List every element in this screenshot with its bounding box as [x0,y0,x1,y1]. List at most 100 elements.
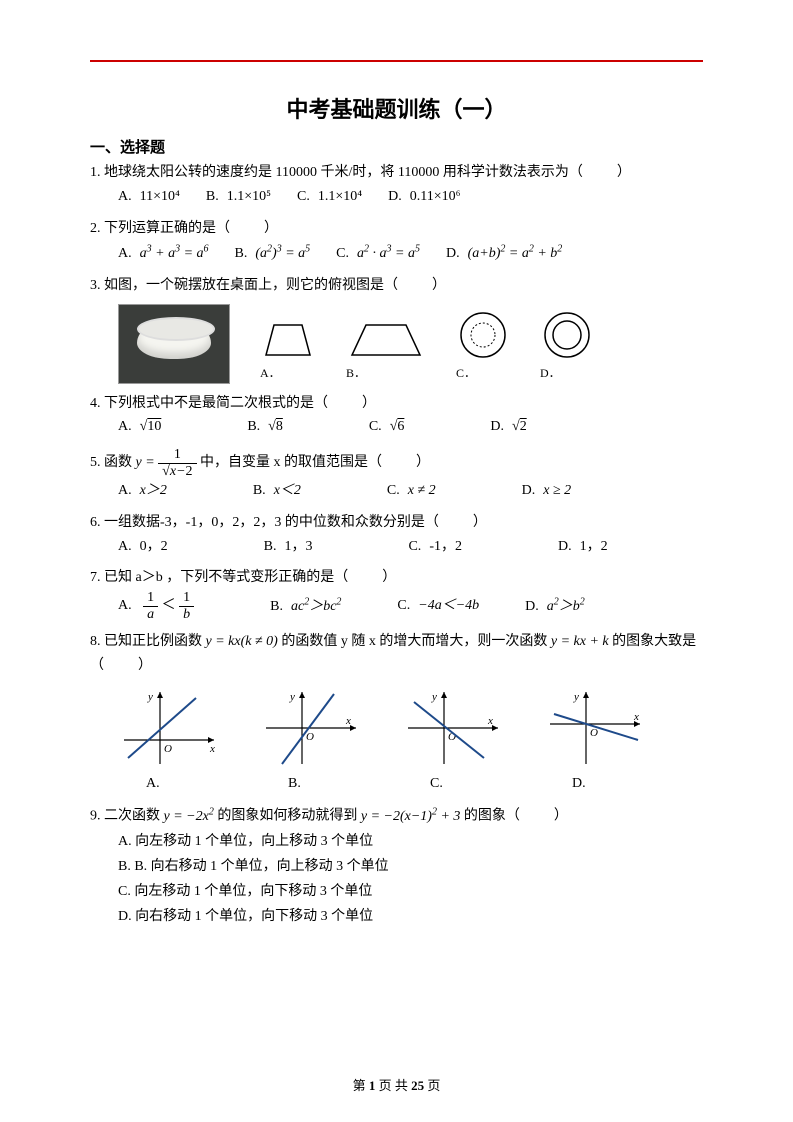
q3-opt-d: D． [540,311,594,383]
q3-b-label: B． [346,366,366,380]
page-title: 中考基础题训练（一） [90,92,703,124]
bowl-photo [118,304,230,384]
q8-post: 的图象大致是 [612,634,696,649]
q5-opt-d: D.x ≥ 2 [522,479,572,503]
question-2: 2. 下列运算正确的是（ ） A.a3 + a3 = a6 B.(a2)3 = … [90,217,703,266]
q5-opt-c: C.x ≠ 2 [387,479,436,503]
q3-blank: （ ） [384,278,448,293]
q2-text: 2. 下列运算正确的是 [90,221,216,236]
question-1: 1. 地球绕太阳公转的速度约是 110000 千米/时，将 110000 用科学… [90,161,703,209]
q5-a-val: x＞2 [140,483,167,498]
question-3: 3. 如图，一个碗摆放在桌面上，则它的俯视图是（ ） A． B． C． D． [90,274,703,384]
q8-d-label: D. [544,772,644,796]
q9-opt-a: A. 向左移动 1 个单位，向上移动 3 个单位 [118,829,703,854]
red-divider [90,60,703,62]
q8-blank: （ ） [90,658,154,673]
q1-text: 1. 地球绕太阳公转的速度约是 110000 千米/时，将 110000 用科学… [90,165,569,180]
question-7: 7. 已知 a＞b ，下列不等式变形正确的是（ ） A. 1a ＜ 1b B.a… [90,566,703,622]
question-5: 5. 函数 y = 1√x−2 中，自变量 x 的取值范围是（ ） A.x＞2 … [90,447,703,503]
q6-a-val: 0，2 [140,539,168,554]
q6-d-val: 1，2 [580,539,608,554]
q6-opt-b: B.1，3 [264,535,313,559]
q4-opt-b: B.√8 [247,415,283,439]
q9-opt-b: B. B. 向右移动 1 个单位，向上移动 3 个单位 [118,854,703,879]
svg-text:y: y [147,691,153,703]
q6-blank: （ ） [425,515,489,530]
q3-a-label: A． [260,366,281,380]
q5-opt-a: A.x＞2 [118,479,167,503]
q5-opt-b: B.x＜2 [253,479,301,503]
q1-opt-d: D.0.11×10⁶ [388,185,460,209]
q3-opt-a: A． [260,319,316,383]
q1-c-val: 1.1×10⁴ [318,189,362,204]
q3-text: 3. 如图，一个碗摆放在桌面上，则它的俯视图是 [90,278,384,293]
q8-graph-b: x y O B. [260,688,360,796]
q5-pre: 5. 函数 [90,455,136,470]
q6-opt-d: D.1，2 [558,535,608,559]
svg-text:O: O [164,743,172,755]
q2-opt-c: C.a2 · a3 = a5 [336,240,420,265]
q6-b-val: 1，3 [284,539,312,554]
q4-opt-c: C.√6 [369,415,405,439]
q1-blank: （ ） [569,165,633,180]
q1-b-val: 1.1×10⁵ [227,189,271,204]
q9-post: 的图象 [464,809,506,824]
q7-text: 7. 已知 a＞b ，下列不等式变形正确的是 [90,570,334,585]
question-6: 6. 一组数据-3，-1，0，2，2，3 的中位数和众数分别是（ ） A.0，2… [90,511,703,559]
q6-c-val: -1，2 [429,539,462,554]
page-footer: 第 1 页 共 25 页 [0,1075,793,1094]
q3-opt-b: B． [346,319,426,383]
footer-a: 第 [353,1078,369,1093]
q8-c-label: C. [402,772,502,796]
q2-opt-b: B.(a2)3 = a5 [235,240,311,265]
q3-d-label: D． [540,366,561,380]
q3-c-label: C． [456,366,476,380]
footer-c: 页 [424,1078,440,1093]
question-8: 8. 已知正比例函数 y = kx(k ≠ 0) 的函数值 y 随 x 的增大而… [90,630,703,795]
q1-a-val: 11×10⁴ [140,189,180,204]
svg-text:x: x [633,711,639,723]
q7-opt-c: C.−4a＜−4b [397,594,479,618]
svg-text:y: y [573,691,579,703]
q1-opt-a: A.11×10⁴ [118,185,180,209]
q5-d-val: x ≥ 2 [543,483,571,498]
q6-opt-a: A.0，2 [118,535,168,559]
footer-total: 25 [411,1078,424,1093]
q5-blank: （ ） [368,455,432,470]
q9-opt-c: C. 向左移动 1 个单位，向下移动 3 个单位 [118,879,703,904]
svg-text:O: O [590,727,598,739]
q2-opt-a: A.a3 + a3 = a6 [118,240,209,265]
q8-graph-a: x y O A. [118,688,218,796]
q9-opt-d: D. 向右移动 1 个单位，向下移动 3 个单位 [118,904,703,929]
q1-opt-c: C.1.1×10⁴ [297,185,362,209]
q6-opt-c: C.-1，2 [408,535,462,559]
svg-text:y: y [289,691,295,703]
q8-a-label: A. [118,772,218,796]
q5-mid: 中，自变量 x 的取值范围是 [200,455,368,470]
q4-opt-a: A.√10 [118,415,161,439]
q4-text: 4. 下列根式中不是最简二次根式的是 [90,396,314,411]
q6-text: 6. 一组数据-3，-1，0，2，2，3 的中位数和众数分别是 [90,515,425,530]
section-heading: 一、选择题 [90,136,703,157]
q8-b-label: B. [260,772,360,796]
q5-c-val: x ≠ 2 [408,483,436,498]
q4-opt-d: D.√2 [490,415,526,439]
svg-text:x: x [209,743,215,755]
q1-opt-b: B.1.1×10⁵ [206,185,271,209]
svg-text:x: x [345,715,351,727]
q7-opt-b: B.ac2＞bc2 [270,593,341,618]
q9-blank: （ ） [506,809,570,824]
q5-b-val: x＜2 [274,483,301,498]
svg-text:y: y [431,691,437,703]
q8-pre: 8. 已知正比例函数 [90,634,206,649]
q3-opt-c: C． [456,311,510,383]
svg-text:x: x [487,715,493,727]
q9-mid: 的图象如何移动就得到 [217,809,361,824]
q4-blank: （ ） [314,396,378,411]
q7-blank: （ ） [334,570,398,585]
q8-graph-d: x y O D. [544,688,644,796]
question-9: 9. 二次函数 y = −2x2 的图象如何移动就得到 y = −2(x−1)2… [90,803,703,929]
q7-opt-a: A. 1a ＜ 1b [118,590,194,622]
svg-text:O: O [306,731,314,743]
question-4: 4. 下列根式中不是最简二次根式的是（ ） A.√10 B.√8 C.√6 D.… [90,392,703,440]
